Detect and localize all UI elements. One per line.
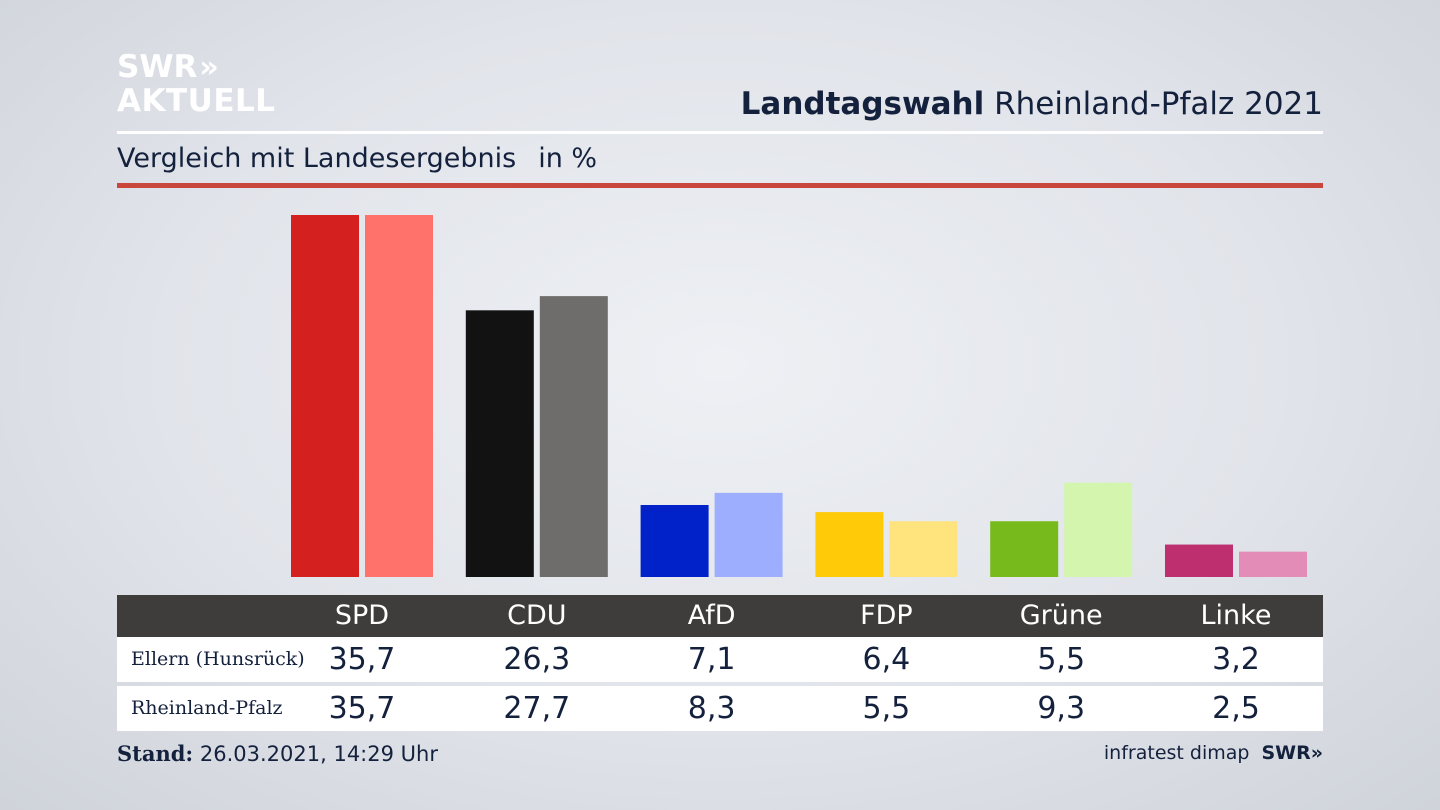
source-text: infratest dimap [1103,742,1250,764]
subtitle-unit: in % [538,143,598,174]
value-spd-local: 35,7 [328,642,396,677]
timestamp: Stand: 26.03.2021, 14:29 Uhr [117,741,438,766]
row-label-state: Rheinland-Pfalz [131,697,283,719]
column-header-fdp: FDP [860,600,913,631]
bar-grne-local [990,521,1059,577]
page-title: Landtagswahl Rheinland-Pfalz 2021 [741,86,1323,122]
bar-afd-local [640,505,709,577]
value-cdu-state: 27,7 [503,691,571,726]
stand-label: Stand: [117,741,194,766]
bar-grne-state [1064,482,1133,577]
bar-chart [291,215,1307,577]
value-fdp-local: 6,4 [862,642,911,677]
column-header-afd: AfD [687,600,736,631]
bar-fdp-local [815,512,884,577]
bar-spd-local [291,215,359,577]
table-row-state: Rheinland-Pfalz 35,7 27,7 8,3 5,5 9,3 2,5 [117,686,1323,731]
column-header-linke: Linke [1200,600,1272,631]
value-cdu-local: 26,3 [503,642,571,677]
stand-value: 26.03.2021, 14:29 Uhr [199,742,438,766]
table-header-row: SPD CDU AfD FDP Grüne Linke [117,595,1323,637]
value-afd-local: 7,1 [687,642,736,677]
value-grne-local: 5,5 [1037,642,1086,677]
title-divider [117,131,1323,134]
bar-fdp-state [889,521,958,577]
source-credit: infratest dimap SWR» [1104,742,1323,764]
value-linke-state: 2,5 [1212,691,1260,726]
swr-aktuell-logo: SWR» AKTUELL [117,52,276,117]
value-fdp-state: 5,5 [862,691,911,726]
table-row-local: Ellern (Hunsrück) 35,7 26,3 7,1 6,4 5,5 3,2 [117,637,1323,682]
title-rest: Rheinland-Pfalz 2021 [994,86,1323,122]
value-grne-state: 9,3 [1037,691,1086,726]
results-table: SPD CDU AfD FDP Grüne Linke Ellern (Hunsrück)… [117,595,1323,731]
bar-cdu-state [539,296,608,577]
subtitle-text: Vergleich mit Landesergebnis [117,143,517,174]
red-rule [117,183,1323,188]
value-linke-local: 3,2 [1212,642,1260,677]
column-header-spd: SPD [334,600,390,631]
bar-spd-state [365,215,433,577]
value-spd-state: 35,7 [328,691,396,726]
logo-line-1: SWR [117,49,198,85]
row-label-local: Ellern (Hunsrück) [131,648,305,670]
value-afd-state: 8,3 [687,691,736,726]
bar-linke-state [1239,551,1307,577]
title-bold: Landtagswahl [740,86,985,122]
logo-line-2: AKTUELL [117,83,276,119]
column-header-cdu: CDU [507,600,567,631]
bar-linke-local [1165,544,1233,577]
column-header-grne: Grüne [1019,600,1103,631]
bar-cdu-local [465,310,534,577]
swr-small-logo: SWR» [1261,742,1323,764]
subtitle: Vergleich mit Landesergebnis in % [117,143,597,174]
bar-afd-state [714,492,783,577]
